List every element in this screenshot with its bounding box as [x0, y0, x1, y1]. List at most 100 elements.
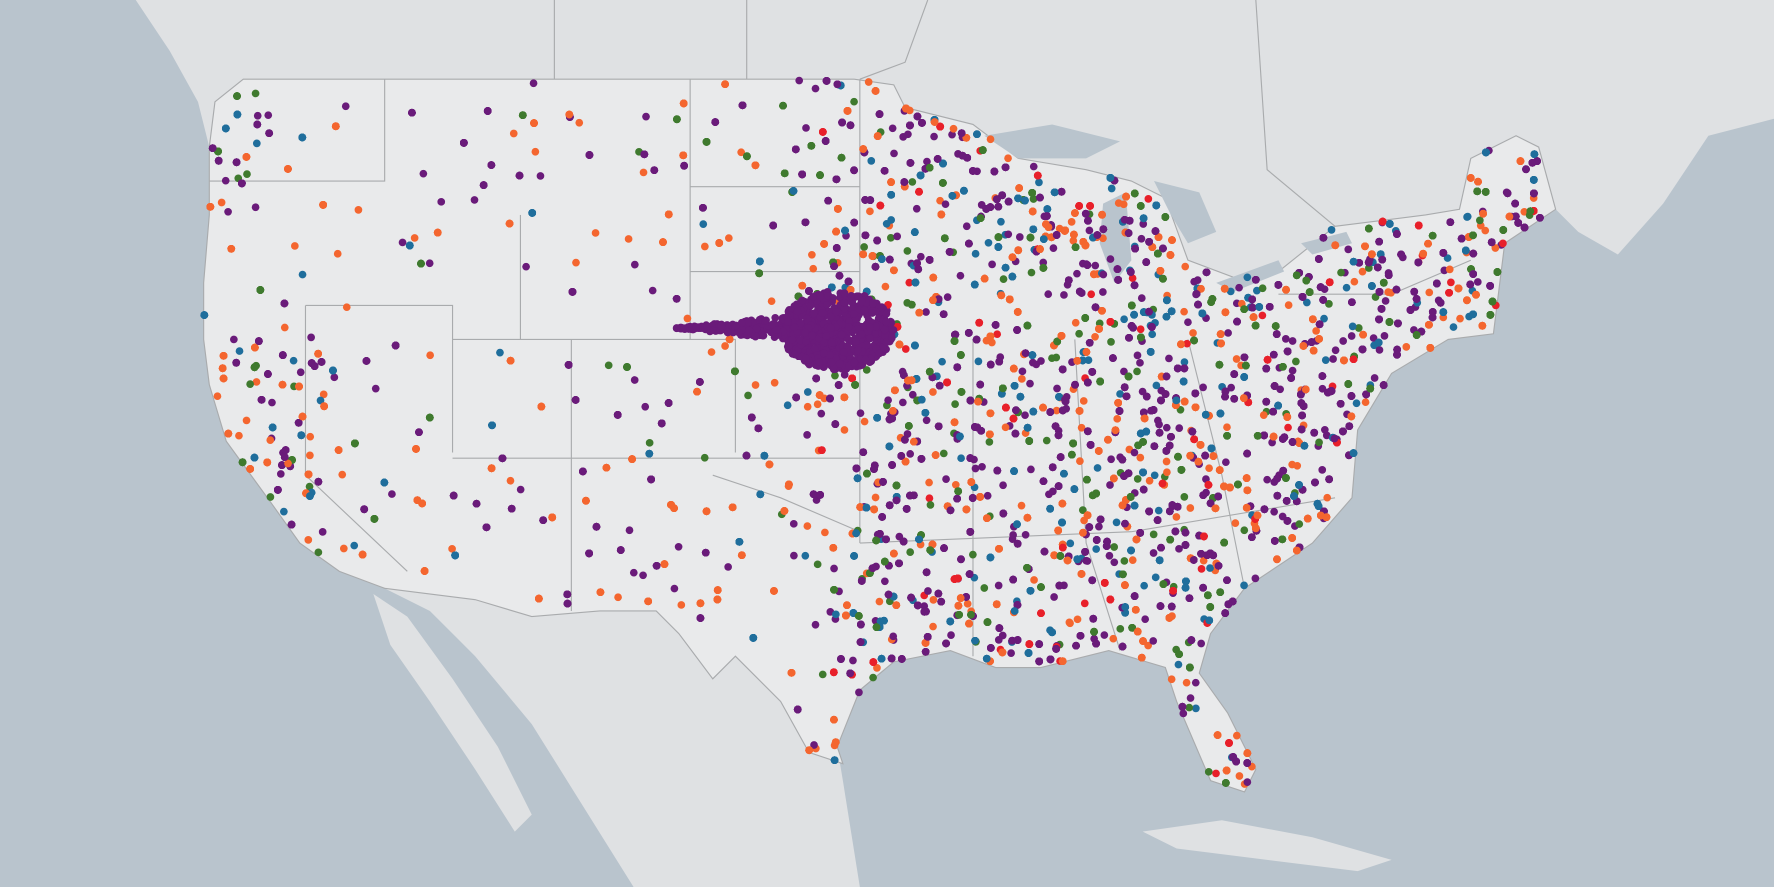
- location-dot: [298, 270, 307, 279]
- location-dot: [830, 564, 838, 573]
- location-dot: [630, 260, 639, 269]
- location-dot: [304, 536, 313, 544]
- location-dot: [1113, 414, 1122, 423]
- location-dot: [1175, 544, 1183, 553]
- location-dot: [1205, 464, 1213, 473]
- cuba: [1142, 820, 1392, 872]
- location-dot: [1053, 384, 1061, 393]
- location-dot: [1295, 520, 1304, 528]
- location-dot: [908, 390, 917, 399]
- location-dot: [1167, 675, 1176, 684]
- location-dot: [1141, 615, 1150, 624]
- location-dot: [906, 450, 915, 458]
- location-dot: [341, 102, 350, 111]
- location-dot: [1139, 220, 1148, 228]
- location-dot: [1231, 519, 1240, 527]
- location-dot: [1112, 518, 1121, 527]
- location-dot: [252, 139, 261, 148]
- location-dot: [1065, 618, 1074, 627]
- location-dot: [1339, 337, 1348, 345]
- location-dot: [1149, 637, 1158, 645]
- location-dot: [943, 293, 952, 301]
- location-dot: [419, 169, 428, 178]
- location-dot: [699, 220, 708, 228]
- location-dot: [770, 378, 779, 387]
- location-dot: [1069, 236, 1078, 245]
- location-dot: [1288, 337, 1297, 345]
- location-dot: [1475, 216, 1484, 225]
- location-dot: [437, 197, 446, 206]
- location-dot: [1083, 557, 1092, 565]
- location-dot: [1133, 475, 1142, 483]
- location-dot: [307, 333, 315, 342]
- location-dot: [790, 551, 798, 560]
- location-dot: [1052, 353, 1061, 362]
- location-dot: [864, 78, 873, 86]
- location-dot: [948, 130, 956, 139]
- location-dot: [330, 373, 339, 382]
- location-dot: [243, 170, 251, 178]
- location-dot: [941, 200, 950, 209]
- location-dot: [1327, 226, 1336, 234]
- location-dot: [1133, 351, 1142, 360]
- location-dot: [522, 262, 530, 271]
- location-dot: [1323, 493, 1332, 502]
- location-dot: [1004, 154, 1012, 163]
- location-dot: [217, 198, 226, 207]
- location-dot: [974, 357, 983, 366]
- location-dot: [276, 470, 285, 478]
- location-dot: [1449, 323, 1458, 331]
- location-dot: [1116, 390, 1124, 398]
- location-dot: [881, 282, 890, 291]
- location-dot: [1425, 288, 1434, 297]
- location-dot: [1268, 438, 1276, 447]
- location-dot: [1369, 334, 1378, 342]
- location-dot: [803, 402, 812, 411]
- location-dot: [789, 519, 798, 528]
- location-dot: [949, 124, 958, 133]
- location-dot: [724, 234, 733, 242]
- location-dot: [888, 124, 897, 133]
- location-dot: [1128, 274, 1137, 283]
- location-dot: [1120, 315, 1128, 324]
- location-dot: [1144, 641, 1152, 650]
- location-dot: [813, 560, 822, 569]
- location-dot: [264, 111, 273, 120]
- location-dot: [925, 478, 933, 487]
- location-dot: [339, 544, 348, 553]
- location-dot: [1223, 423, 1231, 432]
- location-dot: [350, 541, 359, 550]
- location-dot: [1276, 385, 1285, 394]
- location-dot: [624, 235, 633, 243]
- location-dot: [1181, 262, 1190, 271]
- location-dot: [1079, 397, 1088, 405]
- location-dot: [1259, 411, 1268, 419]
- location-dot: [724, 563, 733, 571]
- state-border: [305, 304, 454, 453]
- location-dot: [971, 464, 980, 473]
- location-dot: [905, 278, 914, 287]
- location-dot: [614, 593, 622, 602]
- location-dot: [1243, 273, 1252, 282]
- location-dot: [1099, 234, 1107, 243]
- location-dot: [1128, 556, 1137, 564]
- location-dot: [1270, 507, 1279, 516]
- location-dot: [862, 366, 871, 374]
- location-dot: [926, 501, 935, 509]
- location-dot: [1071, 318, 1080, 327]
- location-dot: [875, 597, 884, 606]
- location-dot: [1042, 436, 1051, 445]
- location-dot: [1148, 330, 1157, 339]
- location-dot: [266, 493, 275, 501]
- location-dot: [371, 384, 380, 393]
- location-dot: [1137, 234, 1146, 243]
- location-dot: [924, 587, 932, 595]
- country-border: [1255, 0, 1336, 227]
- location-dot: [1144, 195, 1153, 203]
- location-dot: [811, 620, 820, 629]
- location-dot: [985, 438, 994, 446]
- location-dot: [268, 398, 276, 407]
- location-dot: [1154, 506, 1163, 515]
- location-dot: [531, 147, 540, 156]
- location-dot: [224, 207, 232, 216]
